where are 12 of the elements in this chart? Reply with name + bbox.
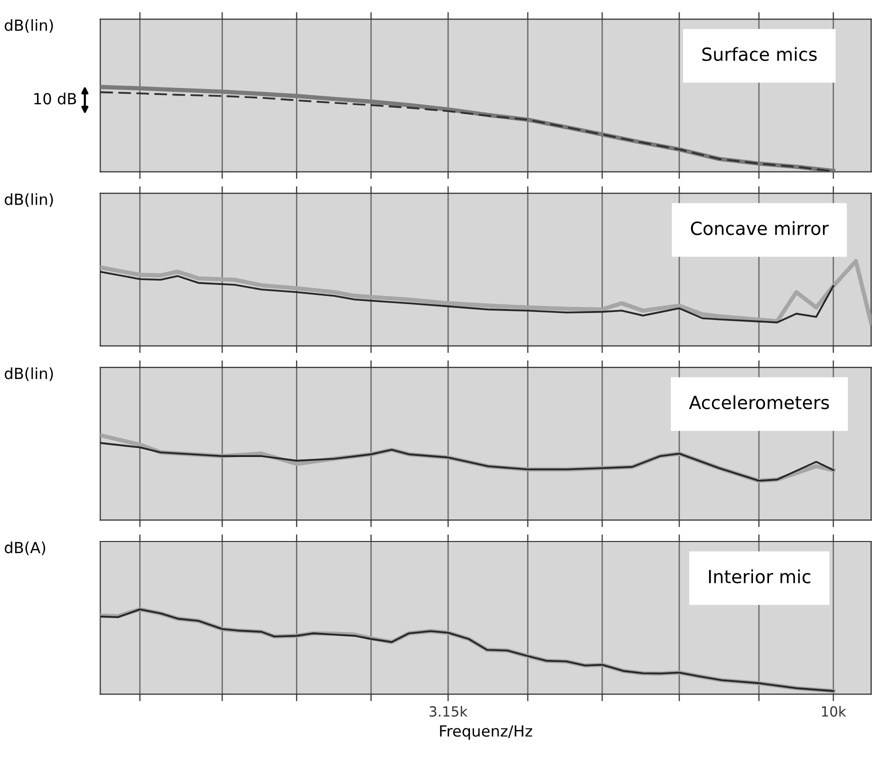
- y-axis-title: dB(lin): [4, 19, 53, 33]
- x-axis-title: Frequenz/Hz: [440, 725, 532, 740]
- y-axis-title: dB(lin): [4, 193, 53, 207]
- y-axis-title: dB(A): [4, 542, 46, 556]
- chart-title: Concave mirror: [690, 221, 829, 236]
- chart-title: Surface mics: [702, 47, 817, 62]
- y-axis-title: dB(lin): [4, 367, 53, 382]
- x-tick-label: 10k: [822, 706, 846, 717]
- x-tick-label: 3.15k: [430, 706, 468, 717]
- text: 10 dB: [34, 92, 76, 105]
- chart-title: Interior mic: [709, 569, 810, 584]
- chart-title: Accelerometers: [689, 395, 829, 410]
